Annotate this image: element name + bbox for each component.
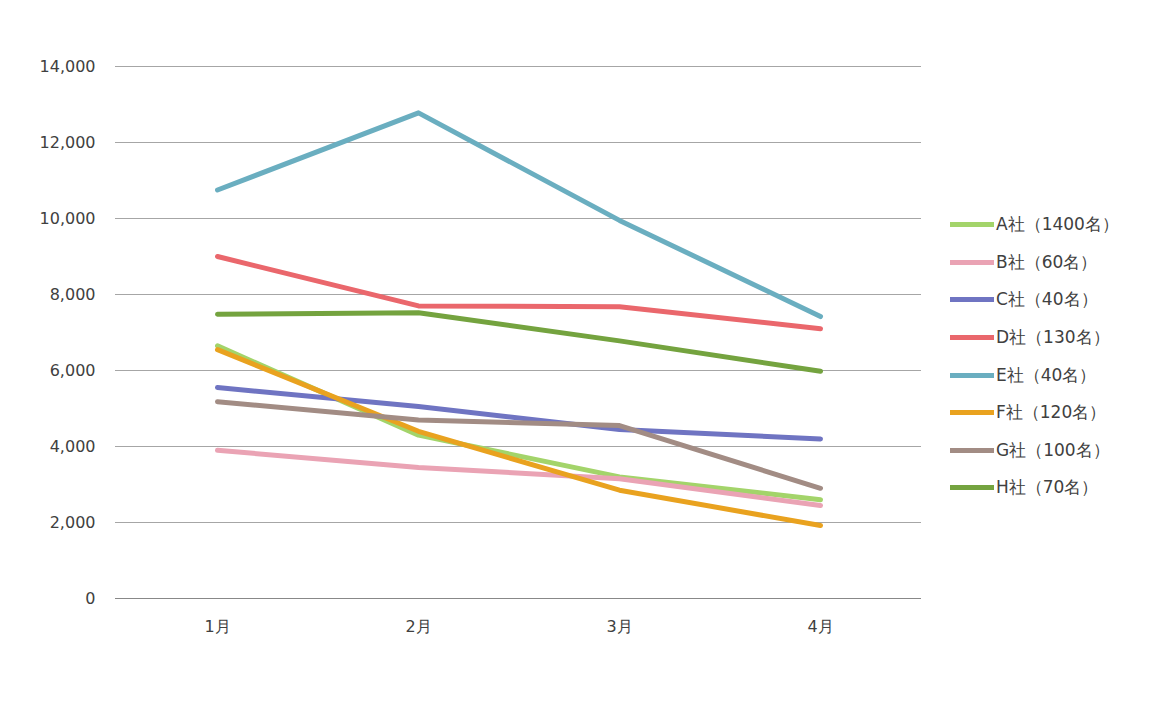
svg-text:2月: 2月 [405,617,431,636]
svg-text:3月: 3月 [606,617,632,636]
html-text:B社（60名）: B社（60名） [996,251,1098,272]
html-text:H社（70名）: H社（70名） [996,477,1099,498]
svg-text:14,000: 14,000 [40,57,96,76]
svg-text:4月: 4月 [807,617,833,636]
svg-text:10,000: 10,000 [40,209,96,228]
svg-text:4,000: 4,000 [50,437,96,456]
svg-text:1月: 1月 [204,617,230,636]
svg-text:6,000: 6,000 [50,361,96,380]
html-text:C社（40名）: C社（40名） [996,289,1098,310]
html-text:F社（120名）: F社（120名） [996,402,1107,423]
svg-text:0: 0 [85,589,95,608]
html-text:G社（100名）: G社（100名） [996,439,1110,460]
html-text:E社（40名）: E社（40名） [996,364,1097,385]
svg-text:2,000: 2,000 [50,513,96,532]
html-text:A社（1400名）: A社（1400名） [996,214,1119,235]
svg-text:12,000: 12,000 [40,133,96,152]
html-text:D社（130名）: D社（130名） [996,327,1110,348]
svg-text:8,000: 8,000 [50,285,96,304]
